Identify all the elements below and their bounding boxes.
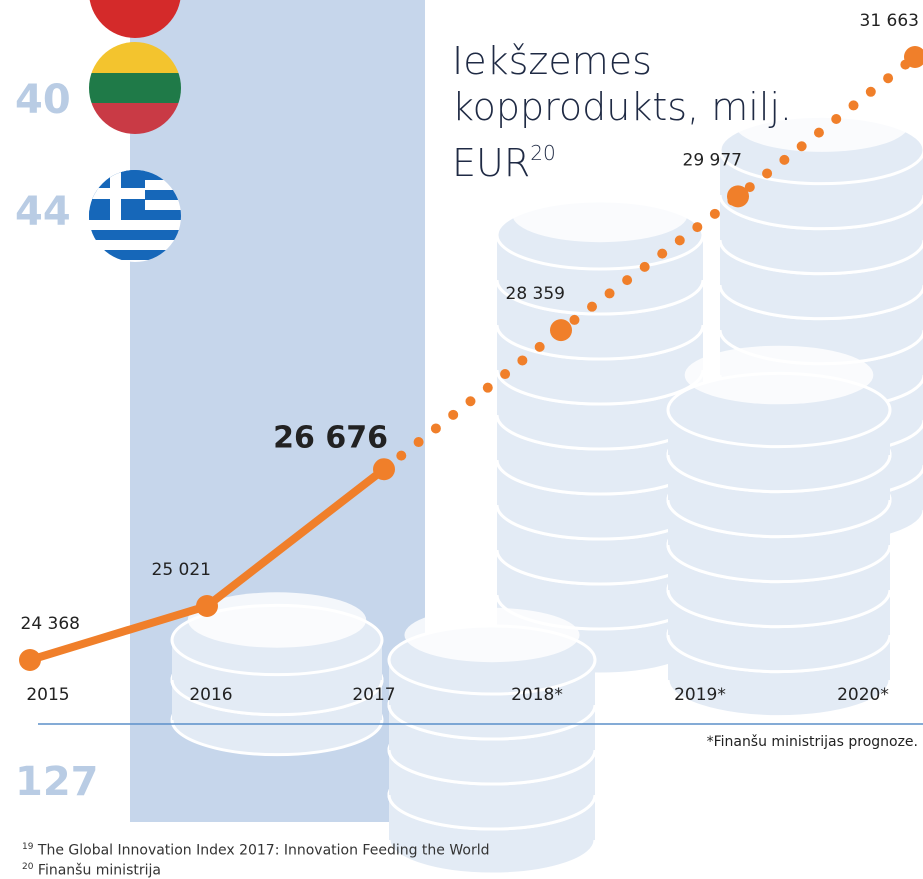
rank: 40 xyxy=(15,77,71,123)
chart-title: Iekšzemes kopprodukts, milj. EUR20 xyxy=(452,38,792,186)
coin-top xyxy=(685,346,874,405)
point xyxy=(19,649,41,671)
footnote-marker: 19 xyxy=(22,842,33,852)
x-tick-label: 2016 xyxy=(189,685,232,705)
footnote-text: Finanšu ministrija xyxy=(38,863,161,879)
coin-top xyxy=(512,188,687,242)
footnote: 20 Finanšu ministrija xyxy=(22,862,161,879)
x-tick-label: 2015 xyxy=(26,685,69,705)
value-label: 28 359 xyxy=(506,284,565,304)
rank: 127 xyxy=(15,759,99,805)
value-label: 26 676 xyxy=(273,421,388,456)
x-tick-label: 2019* xyxy=(674,685,726,705)
point xyxy=(196,595,218,617)
title-note: 20 xyxy=(530,141,555,165)
value-label: 24 368 xyxy=(21,614,80,634)
x-tick-label: 2018* xyxy=(511,685,563,705)
x-tick-label: 2017 xyxy=(352,685,395,705)
point xyxy=(727,185,749,207)
rank: 44 xyxy=(15,189,71,235)
page: 40 44 127 *Finanšu ministrijas prognoze.… xyxy=(0,0,923,878)
note: *Finanšu ministrijas prognoze. xyxy=(707,734,918,750)
coin-top xyxy=(404,608,579,662)
footnote-marker: 20 xyxy=(22,862,33,872)
point xyxy=(373,458,395,480)
point xyxy=(550,319,572,341)
value-label: 31 663 xyxy=(860,11,919,31)
title-text: Iekšzemes kopprodukts, milj. EUR xyxy=(452,39,792,185)
footnote: 19 The Global Innovation Index 2017: Inn… xyxy=(22,842,489,859)
value-label: 25 021 xyxy=(152,560,211,580)
footnote-text: The Global Innovation Index 2017: Innova… xyxy=(38,843,490,859)
x-tick-label: 2020* xyxy=(837,685,889,705)
